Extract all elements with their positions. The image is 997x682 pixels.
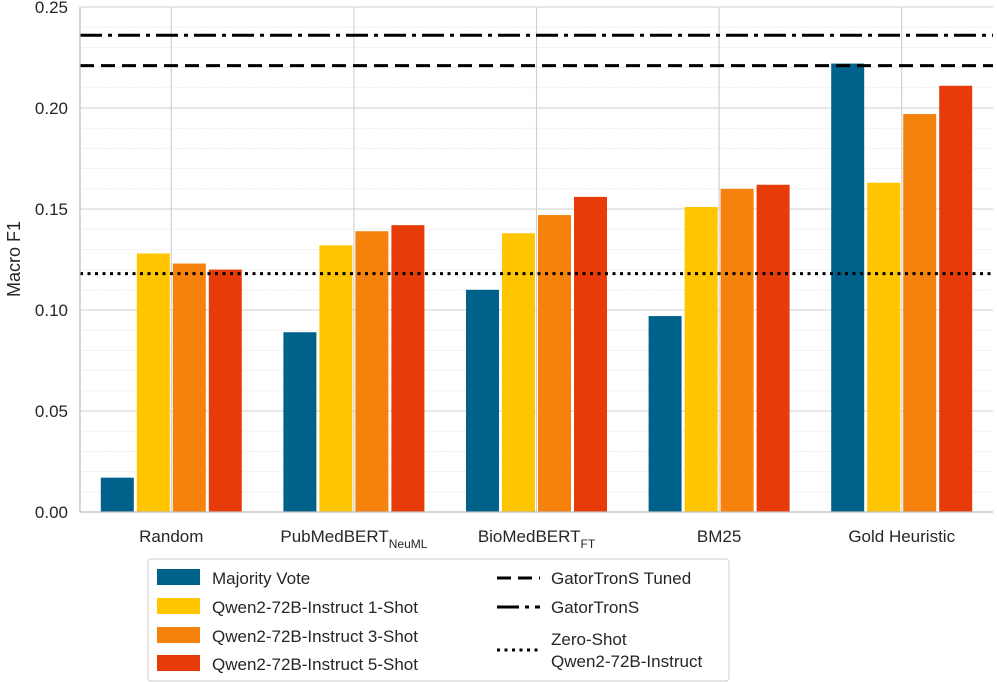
legend-label: Majority Vote <box>212 569 310 588</box>
reference-lines <box>80 33 993 276</box>
legend-swatch <box>157 598 200 614</box>
legend-label: Qwen2-72B-Instruct 5-Shot <box>212 655 418 674</box>
bar-qwen2-72b-instruct-3-shot-1 <box>355 231 389 512</box>
legend: Majority Vote Qwen2-72B-Instruct 1-Shot Qw… <box>147 558 730 682</box>
legend-swatch <box>157 627 200 643</box>
bar-qwen2-72b-instruct-3-shot-4 <box>903 114 937 512</box>
legend-label: Zero-Shot Qwen2-72B-Instruct <box>551 630 702 671</box>
bar-majority-vote-3 <box>648 316 682 512</box>
bar-qwen2-72b-instruct-5-shot-2 <box>574 196 607 512</box>
vertical-gridlines <box>170 7 903 512</box>
bar-qwen2-72b-instruct-1-shot-2 <box>502 233 535 513</box>
bar-qwen2-72b-instruct-1-shot-1 <box>319 245 353 513</box>
bar-qwen2-72b-instruct-1-shot-3 <box>684 206 718 513</box>
bar-qwen2-72b-instruct-5-shot-3 <box>756 184 790 512</box>
bar-qwen2-72b-instruct-1-shot-4 <box>867 182 901 513</box>
bar-qwen2-72b-instruct-3-shot-3 <box>720 188 754 513</box>
x-tick-labels: Random PubMedBERTNeuML BioMedBERTFT BM25 Gol… <box>139 527 955 551</box>
legend-label: GatorTronS Tuned <box>551 569 691 588</box>
x-tick-label: Gold Heuristic <box>848 527 955 546</box>
y-tick-label: 0.25 <box>35 0 68 17</box>
bar-majority-vote-0 <box>100 477 134 512</box>
bar-qwen2-72b-instruct-5-shot-0 <box>208 269 242 512</box>
y-tick-label: 0.20 <box>35 99 68 118</box>
bar-qwen2-72b-instruct-3-shot-0 <box>172 263 206 512</box>
bar-majority-vote-4 <box>831 63 865 513</box>
y-tick-labels: 0.00 0.05 0.10 0.15 0.20 0.25 <box>35 0 68 522</box>
legend-box <box>147 558 730 682</box>
bar-qwen2-72b-instruct-5-shot-1 <box>391 225 425 512</box>
legend-label: Qwen2-72B-Instruct 1-Shot <box>212 598 418 617</box>
legend-swatch <box>157 655 200 671</box>
bar-qwen2-72b-instruct-1-shot-0 <box>136 253 170 512</box>
y-tick-label: 0.05 <box>35 402 68 421</box>
legend-swatch <box>157 569 200 585</box>
y-tick-label: 0.00 <box>35 503 68 522</box>
x-tick-label: BioMedBERTFT <box>478 527 596 551</box>
legend-label: Qwen2-72B-Instruct 3-Shot <box>212 627 418 646</box>
y-tick-label: 0.10 <box>35 301 68 320</box>
bar-qwen2-72b-instruct-3-shot-2 <box>538 215 571 512</box>
bar-qwen2-72b-instruct-5-shot-4 <box>939 85 973 512</box>
x-tick-label: BM25 <box>697 527 741 546</box>
x-tick-label: PubMedBERTNeuML <box>280 527 427 551</box>
x-tick-label: Random <box>139 527 203 546</box>
y-axis-label: Macro F1 <box>4 221 24 297</box>
bar-majority-vote-2 <box>466 289 499 512</box>
y-tick-label: 0.15 <box>35 200 68 219</box>
bar-majority-vote-1 <box>283 332 317 512</box>
legend-label: GatorTronS <box>551 598 639 617</box>
